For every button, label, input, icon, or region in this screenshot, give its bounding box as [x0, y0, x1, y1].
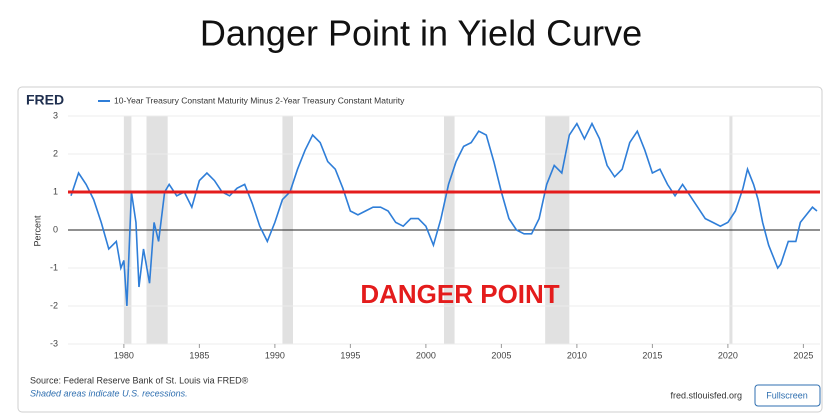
x-tick-label: 2010	[567, 350, 587, 360]
danger-annotation: DANGER POINT	[360, 279, 559, 309]
note: Shaded areas indicate U.S. recessions.	[30, 388, 188, 398]
fullscreen-label[interactable]: Fullscreen	[766, 390, 808, 400]
y-tick-label: 2	[53, 148, 58, 158]
x-tick-label: 2005	[491, 350, 511, 360]
x-tick-label: 1980	[114, 350, 134, 360]
source: Source: Federal Reserve Bank of St. Loui…	[30, 375, 249, 385]
x-tick-label: 2015	[642, 350, 662, 360]
series-line	[70, 121, 818, 307]
x-tick-label: 2025	[793, 350, 813, 360]
x-tick-label: 1985	[189, 350, 209, 360]
x-tick-label: 1995	[340, 350, 360, 360]
x-tick-label: 1990	[265, 350, 285, 360]
brand: FRED	[26, 92, 64, 108]
slide-title: Danger Point in Yield Curve	[200, 13, 642, 54]
chart-frame	[17, 86, 823, 413]
fullscreen-button[interactable]	[754, 384, 821, 407]
y-tick-label: 3	[53, 110, 58, 120]
site: fred.stlouisfed.org	[670, 390, 742, 400]
y-tick-label: -1	[50, 262, 58, 272]
x-tick-label: 2000	[416, 350, 436, 360]
y-axis-label: Percent	[32, 215, 42, 247]
y-tick-label: 1	[53, 186, 58, 196]
x-tick-label: 2020	[718, 350, 738, 360]
y-tick-label: 0	[53, 224, 58, 234]
y-tick-label: -2	[50, 300, 58, 310]
y-tick-label: -3	[50, 338, 58, 348]
legend-label: 10-Year Treasury Constant Maturity Minus…	[114, 95, 405, 105]
